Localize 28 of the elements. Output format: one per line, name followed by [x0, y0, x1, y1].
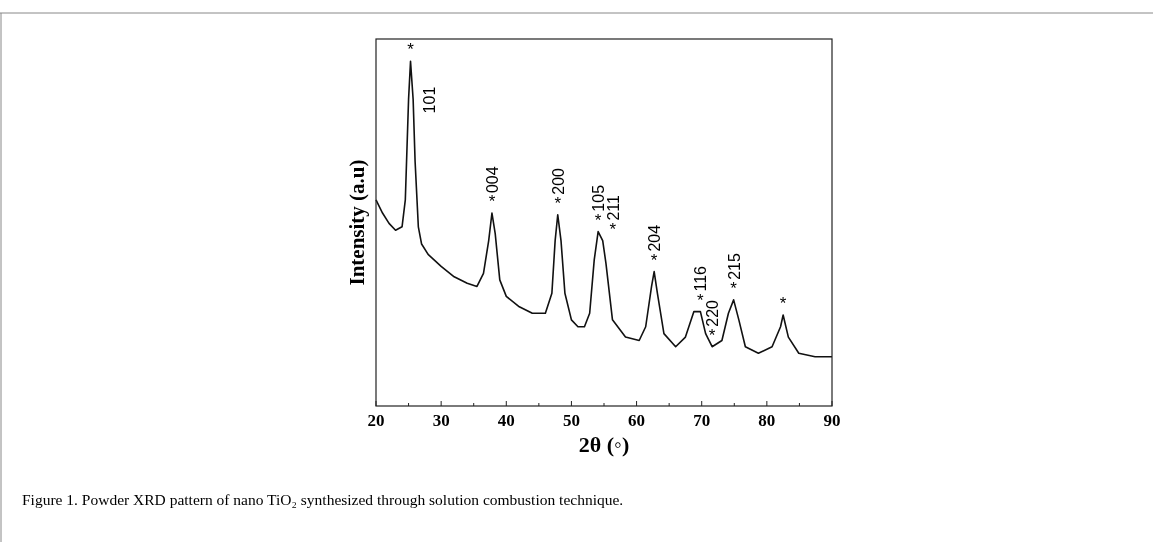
annotation: 204 — [646, 224, 664, 252]
annotation: 101 — [420, 86, 438, 114]
y-axis-title: Intensity (a.u) — [345, 159, 369, 286]
x-tick-label: 50 — [562, 411, 580, 430]
annotation: 220 — [704, 299, 722, 327]
annotation: * — [730, 278, 738, 298]
annotation: 004 — [483, 166, 501, 194]
annotation: 116 — [692, 265, 710, 292]
annotation: 200 — [549, 167, 567, 195]
annotation: * — [779, 294, 787, 314]
x-tick-label: 20 — [367, 411, 385, 430]
annotation: * — [609, 219, 617, 239]
caption: Figure 1. Powder XRD pattern of nano TiO₂ synthesized through solution combustion technique. — [22, 491, 624, 508]
annotation: * — [697, 290, 705, 310]
annotation: * — [594, 210, 602, 230]
annotation: * — [554, 193, 562, 213]
annotation: * — [708, 325, 716, 345]
x-tick-label: 60 — [628, 411, 646, 430]
annotation: * — [650, 250, 658, 270]
x-tick-label: 80 — [758, 411, 776, 430]
annotation: 215 — [725, 253, 743, 280]
annotation: * — [407, 40, 415, 60]
annotation: * — [488, 192, 496, 212]
x-tick-label: 70 — [693, 411, 711, 430]
x-tick-label: 90 — [823, 411, 841, 430]
x-tick-label: 30 — [432, 411, 450, 430]
x-axis-title: 2θ (◦) — [578, 432, 630, 457]
x-tick-label: 40 — [497, 411, 515, 430]
